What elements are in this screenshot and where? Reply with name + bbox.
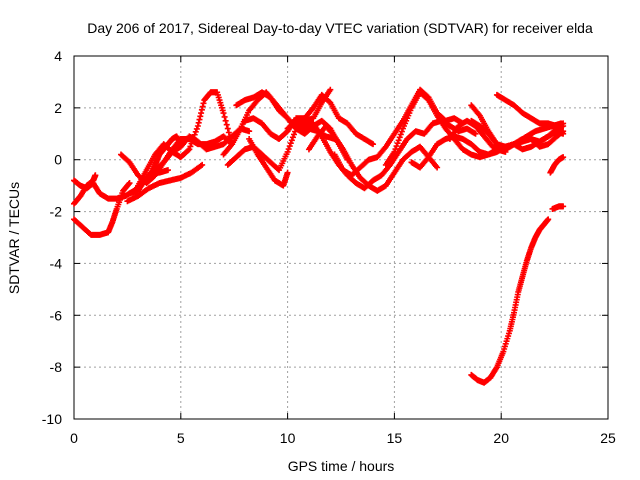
data-point	[164, 167, 171, 174]
data-point	[199, 103, 206, 110]
data-point	[395, 137, 402, 144]
data-point	[327, 86, 334, 93]
data-point	[392, 146, 399, 153]
data-point	[195, 119, 202, 126]
data-point	[394, 140, 401, 147]
data-point	[434, 164, 441, 171]
data-point	[126, 180, 133, 187]
data-point	[177, 141, 184, 148]
data-point	[194, 123, 201, 130]
data-point	[196, 116, 203, 123]
data-point	[221, 113, 228, 120]
x-tick-label: 10	[280, 430, 296, 446]
data-point	[560, 130, 567, 137]
data-point	[472, 130, 479, 137]
data-point	[224, 125, 231, 132]
data-point	[197, 113, 204, 120]
data-point	[287, 140, 294, 147]
data-point	[560, 154, 567, 161]
series-arc-22	[468, 117, 567, 150]
series-arc-8	[147, 133, 184, 179]
data-point	[92, 172, 99, 179]
y-tick-label: -8	[50, 359, 63, 375]
data-point	[393, 143, 400, 150]
data-point	[200, 100, 207, 107]
data-point	[226, 133, 233, 140]
data-point	[391, 148, 398, 155]
data-point	[187, 143, 194, 150]
y-axis-label: SDTVAR / TECUs	[6, 182, 22, 294]
grid-lines	[74, 56, 608, 419]
series-arc-7	[135, 89, 236, 189]
data-point	[370, 141, 377, 148]
data-point	[291, 131, 298, 138]
x-tick-label: 5	[177, 430, 185, 446]
data-point	[125, 181, 132, 188]
data-point	[246, 128, 253, 135]
y-tick-label: -6	[50, 307, 63, 323]
y-tick-label: -2	[50, 204, 63, 220]
axis-ticks: 0 5 10 15 20 25 -10 -8 -6 -4 -2 0 2 4	[42, 48, 616, 446]
y-tick-label: 4	[54, 48, 62, 64]
x-tick-label: 0	[70, 430, 78, 446]
x-tick-label: 25	[600, 430, 616, 446]
series-arc-2	[71, 180, 133, 238]
series-arc-11	[241, 91, 377, 148]
data-point	[198, 106, 205, 113]
x-tick-label: 15	[387, 430, 403, 446]
chart-title: Day 206 of 2017, Sidereal Day-to-day VTE…	[87, 20, 593, 36]
data-point	[191, 131, 198, 138]
data-point	[222, 117, 229, 124]
data-point	[190, 134, 197, 141]
data-point	[560, 203, 567, 210]
data-point	[396, 134, 403, 141]
data-point	[545, 216, 552, 223]
x-tick-label: 20	[493, 430, 509, 446]
data-point	[397, 131, 404, 138]
series-arc-6	[124, 161, 206, 205]
data-point	[560, 120, 567, 127]
data-point	[189, 137, 196, 144]
series-arc-15	[305, 123, 441, 194]
data-point	[398, 128, 405, 135]
data-points	[71, 86, 567, 386]
data-point	[225, 129, 232, 136]
series-arc-3	[71, 172, 99, 207]
data-point	[186, 146, 193, 153]
data-point	[185, 147, 192, 154]
y-tick-label: 2	[54, 100, 62, 116]
data-point	[220, 110, 227, 117]
series-arc-21	[493, 91, 567, 130]
series-arc-23	[547, 154, 567, 176]
data-point	[223, 121, 230, 128]
data-point	[284, 148, 291, 155]
data-point	[285, 146, 292, 153]
y-tick-label: -10	[42, 411, 62, 427]
data-point	[286, 143, 293, 150]
x-axis-label: GPS time / hours	[288, 458, 395, 474]
y-tick-label: 0	[54, 152, 62, 168]
series-arc-24	[549, 203, 567, 212]
plot-frame	[73, 55, 609, 420]
data-point	[284, 169, 291, 176]
data-point	[188, 140, 195, 147]
series-arc-25	[468, 216, 552, 386]
data-point	[289, 134, 296, 141]
series-arc-12	[246, 135, 291, 189]
data-point	[193, 125, 200, 132]
series-arc-5	[126, 125, 253, 197]
data-point	[198, 110, 205, 117]
data-point	[192, 128, 199, 135]
y-tick-label: -4	[50, 255, 63, 271]
data-point	[199, 161, 206, 168]
data-point	[288, 137, 295, 144]
